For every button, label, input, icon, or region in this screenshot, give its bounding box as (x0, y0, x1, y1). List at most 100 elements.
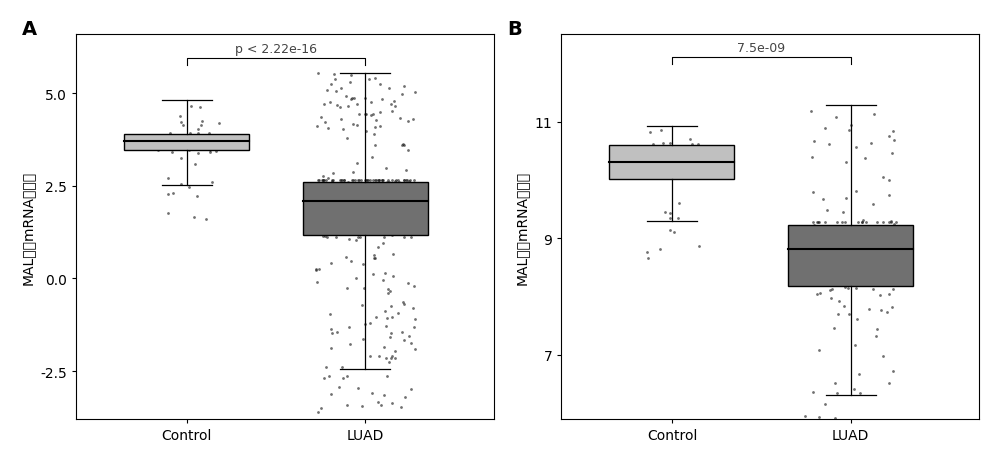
Point (198, 140, 214, 148)
Point (350, 191, 366, 198)
Point (370, 187, 386, 194)
Point (379, 206, 395, 214)
Point (351, 210, 367, 217)
Point (819, 254, 835, 261)
Point (811, 219, 827, 227)
Point (355, 213, 371, 220)
Point (314, 176, 330, 184)
Point (384, 313, 400, 320)
Point (396, 300, 412, 308)
Point (376, 201, 392, 209)
Point (379, 373, 395, 380)
Point (406, 323, 422, 331)
Point (350, 176, 366, 184)
Point (879, 309, 895, 316)
Point (358, 128, 374, 136)
Point (361, 188, 377, 195)
Point (832, 281, 848, 288)
Point (645, 141, 661, 149)
Point (172, 140, 188, 148)
Point (390, 176, 406, 184)
Point (879, 252, 895, 260)
Point (350, 234, 366, 242)
Point (391, 179, 407, 186)
Point (406, 283, 422, 290)
Point (311, 209, 327, 216)
Point (886, 429, 902, 436)
Point (805, 219, 821, 227)
Point (870, 224, 886, 232)
Point (322, 197, 338, 204)
Point (371, 352, 387, 360)
Point (166, 141, 182, 149)
Point (407, 190, 423, 198)
Point (384, 352, 400, 360)
Point (841, 258, 857, 265)
Point (332, 201, 348, 209)
Point (334, 188, 350, 195)
Point (405, 116, 421, 124)
Point (318, 221, 334, 228)
Point (395, 141, 411, 148)
Point (342, 440, 358, 448)
Point (852, 390, 868, 397)
Point (367, 183, 383, 191)
Point (374, 203, 390, 211)
Point (385, 250, 401, 258)
Point (338, 253, 354, 261)
Point (376, 234, 392, 242)
Point (404, 192, 420, 199)
Point (338, 188, 354, 196)
Point (381, 193, 397, 200)
Point (319, 234, 335, 242)
Point (201, 145, 217, 153)
Point (309, 278, 325, 286)
Point (396, 337, 412, 344)
Point (848, 251, 864, 258)
Text: A: A (22, 20, 37, 38)
Point (888, 219, 904, 227)
Point (386, 98, 402, 106)
Point (190, 137, 206, 144)
Point (836, 257, 852, 264)
Point (331, 384, 347, 391)
Point (190, 130, 206, 138)
Point (851, 245, 867, 252)
Point (640, 255, 656, 262)
Point (387, 355, 403, 362)
Point (391, 184, 407, 191)
Point (682, 136, 698, 143)
Point (372, 109, 388, 117)
Point (344, 209, 360, 216)
Point (333, 85, 349, 93)
Point (318, 363, 334, 371)
Point (345, 201, 361, 208)
Point (387, 203, 403, 210)
Point (396, 142, 412, 150)
Point (372, 81, 388, 88)
Point (865, 201, 881, 208)
Point (164, 150, 180, 157)
Point (880, 228, 896, 236)
Point (334, 176, 350, 184)
Point (332, 205, 348, 213)
Point (860, 277, 876, 284)
Point (403, 206, 419, 213)
Point (406, 190, 422, 197)
Point (805, 189, 821, 196)
Point (875, 174, 891, 181)
Point (324, 330, 340, 337)
Point (342, 195, 358, 203)
Point (880, 252, 896, 260)
Point (342, 340, 358, 348)
Point (154, 135, 170, 143)
Point (349, 101, 365, 109)
Point (885, 128, 901, 136)
Point (400, 119, 416, 126)
Point (344, 176, 360, 184)
Point (319, 87, 335, 94)
Point (397, 197, 413, 204)
Point (327, 76, 343, 83)
Point (669, 152, 685, 160)
Point (399, 222, 415, 230)
